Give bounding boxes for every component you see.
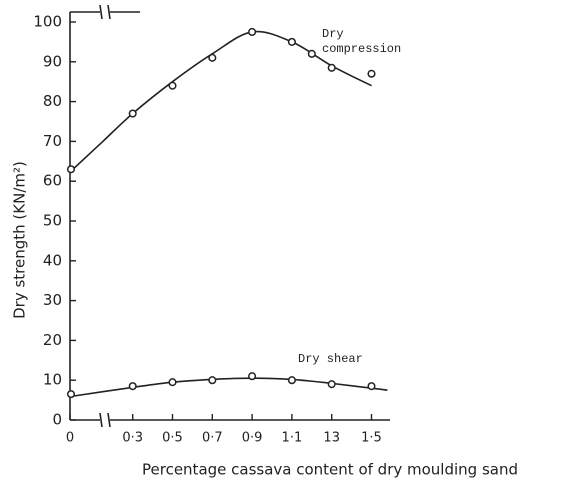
x-tick-label: 0 [66,431,74,446]
data-point [287,376,296,385]
x-tick-label: 13 [323,431,340,446]
x-tick-label: 0·5 [162,431,183,446]
data-point [128,109,137,118]
data-point [168,81,177,90]
x-tick-label: 0·3 [122,431,143,446]
data-point [66,165,76,174]
data-point [327,63,336,72]
y-tick-label: 50 [43,212,62,230]
data-point [307,49,316,58]
data-point [168,378,177,387]
y-tick-label: 90 [43,52,62,70]
x-tick-label: 1·5 [361,431,382,446]
data-point [287,37,296,46]
y-tick-label: 0 [52,411,62,429]
data-point [248,27,257,37]
data-point [128,382,137,391]
y-tick-label: 80 [43,92,62,110]
data-point [367,382,376,391]
axis-break [99,4,111,428]
y-tick-label: 40 [43,251,62,269]
fit-curve [72,377,388,397]
series-label: Dry shear [298,352,363,366]
x-axis-label: Percentage cassava content of dry mouldi… [142,461,518,479]
x-tick-label: 0·9 [242,431,263,446]
x-tick-label: 1·1 [282,431,303,446]
data-point [66,390,76,399]
y-tick-label: 70 [43,132,62,150]
x-tick-label: 0·7 [202,431,223,446]
data-point [208,53,217,62]
annotation: Dry compression [322,27,402,56]
y-axis-label: Dry strength (KN/m²) [11,161,29,319]
y-tick-label: 30 [43,291,62,309]
series-label: Dry compression [322,27,402,56]
data-point [248,372,257,381]
y-tick-label: 60 [43,172,62,190]
annotation: Dry shear [298,352,363,366]
data-point [208,376,217,385]
y-tick-label: 10 [43,371,62,389]
y-tick-label: 100 [33,13,62,31]
y-tick-label: 20 [43,331,62,349]
data-point [367,69,376,78]
data-point [327,380,336,389]
